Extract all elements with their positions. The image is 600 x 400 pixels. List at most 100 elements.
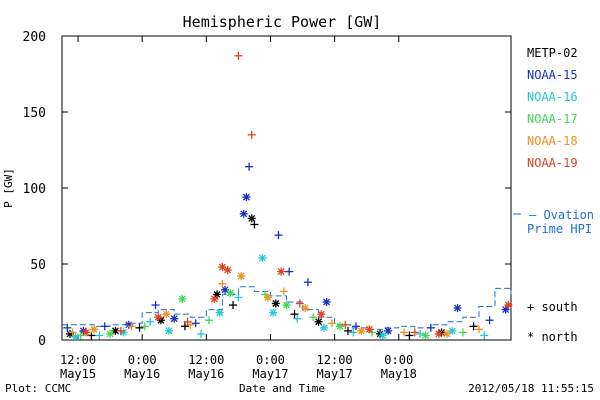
data-point xyxy=(116,326,125,335)
star-mark xyxy=(277,268,285,276)
data-point xyxy=(127,322,136,331)
star-mark xyxy=(154,313,162,321)
data-point xyxy=(504,301,513,310)
data-point xyxy=(501,305,510,314)
data-point xyxy=(68,328,77,337)
x-tick-label-date: May16 xyxy=(124,367,160,381)
data-point xyxy=(191,319,200,328)
legend-series-label: NOAA-17 xyxy=(527,112,578,126)
star-mark xyxy=(82,328,90,336)
data-point xyxy=(271,299,280,308)
star-mark xyxy=(106,330,114,338)
star-mark xyxy=(504,301,512,309)
star-mark xyxy=(90,325,98,333)
x-tick-label-date: May16 xyxy=(188,367,224,381)
star-mark xyxy=(224,266,232,274)
data-point xyxy=(453,304,462,313)
data-point xyxy=(357,326,366,335)
ovation-hpi-line xyxy=(62,286,512,330)
star-mark xyxy=(221,286,229,294)
y-tick-label: 50 xyxy=(30,258,46,273)
data-point xyxy=(247,214,256,223)
star-mark xyxy=(454,304,462,312)
star-mark xyxy=(258,254,266,262)
data-point xyxy=(426,323,435,332)
data-point xyxy=(95,331,104,340)
data-point xyxy=(274,231,283,240)
data-point xyxy=(269,308,278,317)
star-mark xyxy=(79,327,87,335)
legend-series-label: NOAA-16 xyxy=(527,90,578,104)
star-mark xyxy=(226,289,234,297)
data-point xyxy=(317,310,326,319)
data-point xyxy=(351,322,360,331)
data-point xyxy=(421,331,430,340)
star-mark xyxy=(237,272,245,280)
star-mark xyxy=(365,325,373,333)
footer-timestamp: 2012/05/18 11:55:15 xyxy=(468,382,594,395)
data-point xyxy=(277,267,286,276)
x-tick-label-time: 0:00 xyxy=(256,353,285,367)
star-mark xyxy=(264,293,272,301)
data-point xyxy=(237,272,246,281)
data-point xyxy=(410,328,419,337)
data-point xyxy=(458,328,467,337)
data-point xyxy=(239,209,248,218)
plot-area: 05010015020012:00May150:00May1612:00May1… xyxy=(23,30,513,381)
data-point xyxy=(319,323,328,332)
data-point xyxy=(215,308,224,317)
chart-title: Hemispheric Power [GW] xyxy=(183,13,382,31)
data-point xyxy=(196,329,205,338)
legend-series-label: NOAA-18 xyxy=(527,134,578,148)
star-mark xyxy=(111,327,119,335)
data-point xyxy=(162,310,171,319)
star-mark xyxy=(379,331,387,339)
plot-frame xyxy=(61,35,512,341)
data-point xyxy=(405,331,414,340)
data-point xyxy=(180,322,189,331)
data-point xyxy=(82,328,91,337)
data-point xyxy=(442,329,451,338)
star-mark xyxy=(162,310,170,318)
star-mark xyxy=(165,327,173,335)
data-point xyxy=(258,253,267,262)
legend-marker-north: * north xyxy=(527,330,578,344)
data-point xyxy=(170,314,179,323)
data-point xyxy=(263,293,272,302)
data-point xyxy=(183,317,192,326)
star-mark xyxy=(170,315,178,323)
x-tick-label-time: 12:00 xyxy=(317,353,353,367)
footer-credit: Plot: CCMC xyxy=(5,382,71,395)
star-mark xyxy=(213,290,221,298)
data-point xyxy=(480,331,489,340)
legend: METP-02 NOAA-15 NOAA-16 NOAA-17 NOAA-18 NOAA-… xyxy=(513,46,594,344)
data-point xyxy=(106,329,115,338)
data-point xyxy=(327,319,336,328)
data-point xyxy=(341,320,350,329)
star-mark xyxy=(448,327,456,335)
data-point xyxy=(282,301,291,310)
data-point xyxy=(164,326,173,335)
data-point xyxy=(242,193,251,202)
data-point xyxy=(226,288,235,297)
star-mark xyxy=(502,306,510,314)
legend-ovation-label: – Ovation xyxy=(529,208,594,222)
data-point xyxy=(100,322,109,331)
x-tick-label-time: 0:00 xyxy=(384,353,413,367)
data-point xyxy=(290,310,299,319)
star-mark xyxy=(240,210,248,218)
data-point xyxy=(285,267,294,276)
data-point xyxy=(309,313,318,322)
star-mark xyxy=(443,330,451,338)
data-point xyxy=(234,51,243,60)
data-point xyxy=(416,329,425,338)
data-point xyxy=(314,317,323,326)
data-point xyxy=(178,294,187,303)
star-mark xyxy=(125,321,133,329)
star-mark xyxy=(283,301,290,309)
legend-marker-south: + south xyxy=(527,300,578,314)
data-point xyxy=(335,322,344,331)
data-point xyxy=(485,316,494,325)
data-point xyxy=(343,326,352,335)
data-point xyxy=(218,279,227,288)
